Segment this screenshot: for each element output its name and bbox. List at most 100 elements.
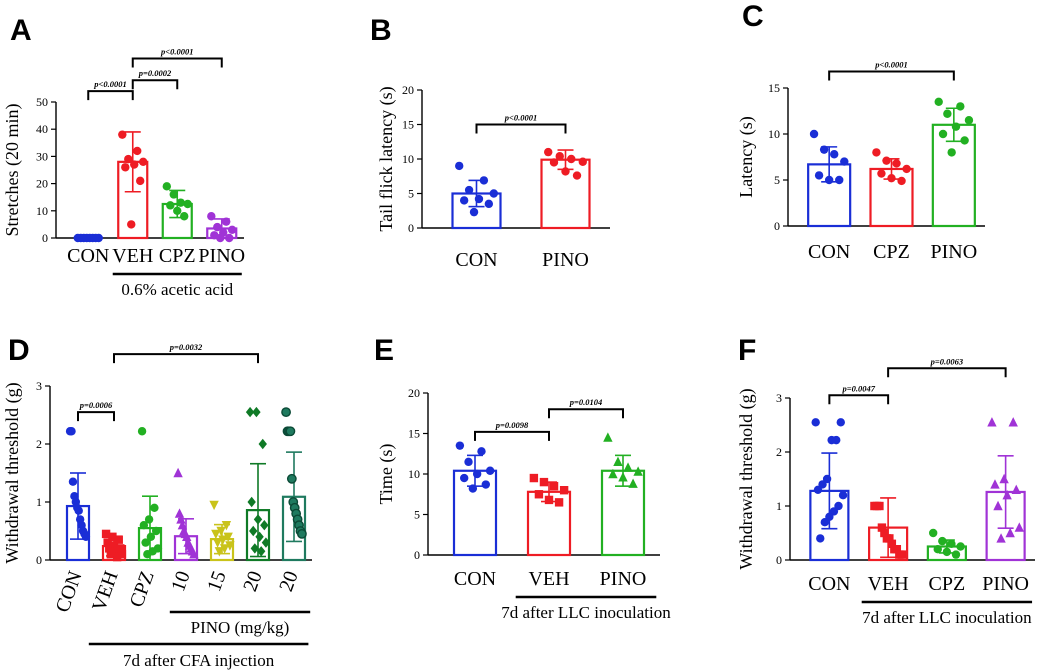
data-point [477,447,486,456]
data-point [127,220,136,229]
data-point [285,426,296,437]
x-tick-label: 20 [239,568,267,594]
data-point [554,498,564,507]
chart-D: 0 1 2 3 Withdrawal threshold (g) CON VEH CPZ 10 1… [2,342,312,670]
x-tick-label: CON [52,568,87,615]
data-point [250,543,260,554]
data-point [947,148,956,157]
data-point [189,549,199,559]
data-point [897,550,907,559]
data-point [943,109,952,118]
data-point [559,486,569,495]
data-point [286,473,297,484]
chart-F: 0 1 2 3 Withdrawal threshold (g) CON VEH CPZ PIN… [736,356,1035,627]
x-tick-label: CPZ [873,241,910,263]
y-tick-label: 10 [768,127,780,141]
y-tick-label: 5 [774,173,780,187]
data-point [1008,417,1018,427]
y-tick-label: 2 [36,437,42,451]
group-label: 7d after LLC inoculation [862,608,1032,627]
data-point [1002,490,1012,500]
data-point [469,207,479,217]
data-point [252,406,261,418]
data-point [960,136,969,145]
data-point [877,169,886,178]
data-point [819,145,829,154]
x-tick-label: VEH [868,573,909,595]
data-point [146,532,156,541]
x-tick-label: PINO [930,241,977,263]
data-point [82,233,91,243]
y-tick-label: 20 [36,177,48,191]
data-point [555,152,564,161]
data-point [934,97,943,107]
data-point [150,503,159,512]
data-point [177,520,188,530]
y-tick-label: 3 [776,391,782,405]
data-point [211,529,221,540]
data-point [618,472,628,482]
data-point [835,175,844,185]
data-point [207,212,216,221]
data-point [106,550,116,559]
data-point [567,154,576,164]
data-point [534,490,544,499]
data-point [938,536,947,546]
data-point [840,157,849,166]
data-point [902,164,911,174]
data-point [173,467,183,478]
chart-B: 0 5 10 15 20 Tail flick latency (s) CON PINO p<0… [376,83,610,271]
data-point [455,441,465,450]
data-point [882,156,891,165]
data-point [133,146,142,156]
data-point [887,539,897,548]
data-point [76,233,85,243]
panel-label-D: D [8,334,30,367]
panel-D: D 0 1 2 3 Withdrawal threshold (g) CON VEH CPZ 1… [2,334,312,670]
data-point [67,427,76,436]
data-point [138,157,148,167]
data-point [124,154,133,164]
data-point [951,122,961,131]
data-point [951,550,961,559]
p-value-label: p=0.0002 [138,68,172,78]
data-point [105,544,114,553]
data-point [561,167,570,176]
x-tick-label: CON [454,568,496,590]
data-point [836,418,845,427]
data-point [464,185,474,195]
y-tick-label: 10 [402,152,414,166]
data-point [225,541,235,551]
data-point [209,500,219,511]
significance-bracket [131,79,179,90]
x-tick-label: PINO [542,249,589,271]
data-point [223,532,233,542]
data-point [219,544,230,554]
data-point [130,160,139,169]
data-point [116,544,125,553]
x-tick-label: CON [67,245,109,267]
data-point [260,520,269,531]
data-point [108,532,117,541]
data-point [222,217,231,226]
data-point [173,206,182,215]
y-tick-label: 20 [402,83,414,97]
significance-bracket [475,123,567,134]
data-point [245,406,255,418]
data-point [249,525,258,537]
x-tick-label: VEH [528,568,569,590]
data-point [472,469,482,479]
panel-C: C 0 5 10 15 Latency (s) CON CPZ PINO p<0.0001 [736,0,985,263]
p-value-label: p<0.0001 [874,59,907,69]
p-value-label: p<0.0001 [160,46,193,56]
y-tick-label: 0 [414,548,420,562]
significance-bracket [548,408,624,419]
data-point [549,158,559,167]
data-point [1014,522,1025,532]
significance-bracket [113,353,259,364]
data-point [253,514,263,525]
y-tick-label: 0 [774,219,780,233]
data-point [214,547,225,557]
data-point [529,473,539,483]
